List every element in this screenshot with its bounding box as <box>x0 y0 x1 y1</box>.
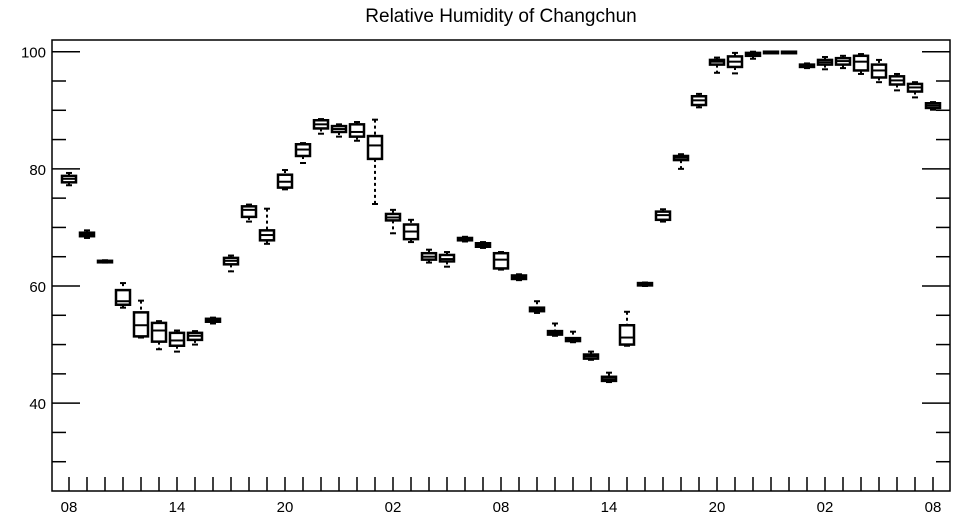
box-hour-32 <box>636 281 654 287</box>
box-hour-45 <box>870 58 888 84</box>
iqr-box <box>114 288 132 306</box>
x-tick-label: 02 <box>385 499 402 516</box>
box-hour-42 <box>816 55 834 71</box>
iqr-box <box>168 331 186 347</box>
box-hour-10 <box>240 203 258 223</box>
box-hour-4 <box>132 299 150 339</box>
box-hour-37 <box>726 51 744 75</box>
box-hour-47 <box>906 81 924 99</box>
box-hour-20 <box>420 248 438 264</box>
box-hour-35 <box>690 92 708 109</box>
x-tick-label: 08 <box>493 499 510 516</box>
x-tick-label: 08 <box>61 499 78 516</box>
box-hour-31 <box>618 310 636 347</box>
box-hour-19 <box>402 218 420 244</box>
box-hour-9 <box>222 254 240 273</box>
x-tick-label: 14 <box>601 499 618 516</box>
iqr-box <box>348 123 366 138</box>
iqr-box <box>618 323 636 346</box>
box-hour-16 <box>348 121 366 142</box>
y-tick-label: 80 <box>29 162 46 179</box>
box-hour-12 <box>276 169 294 191</box>
box-hour-23 <box>474 241 492 249</box>
box-hour-36 <box>708 56 726 74</box>
box-hour-21 <box>438 251 456 268</box>
box-hour-7 <box>186 330 204 346</box>
box-hour-5 <box>150 320 168 351</box>
box-hour-48 <box>924 101 942 111</box>
box-hour-22 <box>456 235 474 243</box>
iqr-box <box>240 205 258 219</box>
box-hour-34 <box>672 153 690 170</box>
x-tick-label: 20 <box>709 499 726 516</box>
iqr-box <box>852 54 870 72</box>
box-hour-6 <box>168 329 186 353</box>
y-tick-label: 60 <box>29 279 46 296</box>
box-hour-18 <box>384 208 402 235</box>
x-tick-label: 14 <box>169 499 186 516</box>
x-axis: 08 14 20 02 08 14 20 02 08 <box>61 477 942 516</box>
box-hour-29 <box>582 350 600 361</box>
box-hour-30 <box>600 371 618 384</box>
box-hour-11 <box>258 207 276 245</box>
box-hour-3 <box>114 282 132 309</box>
box-hour-14 <box>312 118 330 135</box>
iqr-box <box>366 134 384 161</box>
box-hour-26 <box>528 300 546 314</box>
box-hour-8 <box>204 316 222 325</box>
box-hour-38 <box>744 50 762 60</box>
box-series <box>60 50 942 384</box>
box-hour-40 <box>780 50 798 55</box>
box-hour-46 <box>888 72 906 92</box>
x-tick-label: 08 <box>925 499 942 516</box>
y-tick-label: 40 <box>29 396 46 413</box>
x-tick-label: 20 <box>277 499 294 516</box>
box-hour-0 <box>60 171 78 187</box>
box-hour-33 <box>654 208 672 223</box>
box-hour-15 <box>330 123 348 138</box>
box-hour-24 <box>492 251 510 271</box>
box-hour-28 <box>564 330 582 344</box>
box-hour-2 <box>96 259 114 264</box>
x-tick-label: 02 <box>817 499 834 516</box>
y-axis: 40 60 80 100 <box>21 45 950 463</box>
box-hour-44 <box>852 53 870 75</box>
box-hour-27 <box>546 322 564 337</box>
box-hour-25 <box>510 273 528 282</box>
box-hour-17 <box>366 118 384 205</box>
box-hour-13 <box>294 142 312 164</box>
chart-title: Relative Humidity of Changchun <box>365 6 636 27</box>
iqr-box <box>492 251 510 270</box>
y-tick-label: 100 <box>21 45 46 62</box>
iqr-box <box>150 321 168 343</box>
box-hour-39 <box>762 50 780 55</box>
box-hour-43 <box>834 54 852 70</box>
box-hour-1 <box>78 229 96 239</box>
box-hour-41 <box>798 62 816 70</box>
